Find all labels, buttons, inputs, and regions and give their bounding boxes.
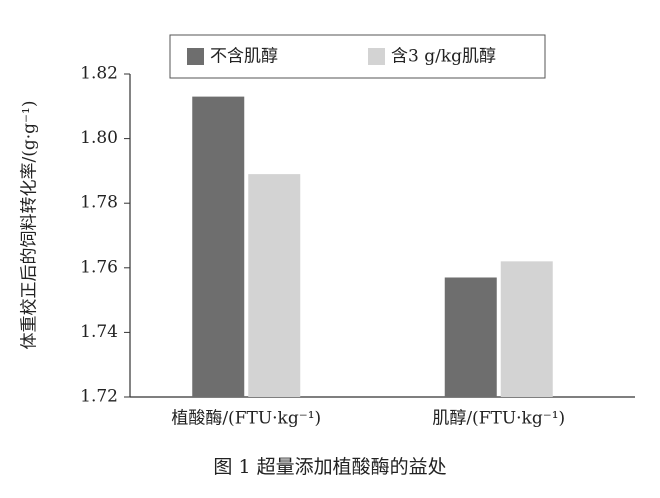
legend-swatch <box>368 48 385 65</box>
bar <box>500 261 553 397</box>
bar <box>444 277 497 397</box>
y-tick-label: 1.82 <box>80 64 118 84</box>
y-tick-label: 1.80 <box>80 128 118 148</box>
x-tick-label: 植酸酶/(FTU·kg⁻¹) <box>171 409 321 429</box>
y-tick-label: 1.74 <box>80 322 118 342</box>
bar <box>192 96 245 398</box>
legend-swatch <box>187 48 204 65</box>
bar <box>248 174 301 397</box>
x-tick-label: 肌醇/(FTU·kg⁻¹) <box>432 409 565 429</box>
y-axis-label: 体重校正后的饲料转化率/(g·g⁻¹) <box>20 101 40 350</box>
legend-box <box>169 34 546 79</box>
y-tick-label: 1.72 <box>80 387 118 407</box>
y-tick-label: 1.78 <box>80 193 118 213</box>
legend-label: 含3 g/kg肌醇 <box>391 47 496 67</box>
y-tick-label: 1.76 <box>80 257 118 277</box>
chart-title: 图 1 超量添加植酸酶的益处 <box>213 456 446 478</box>
legend-label: 不含肌醇 <box>210 47 278 67</box>
